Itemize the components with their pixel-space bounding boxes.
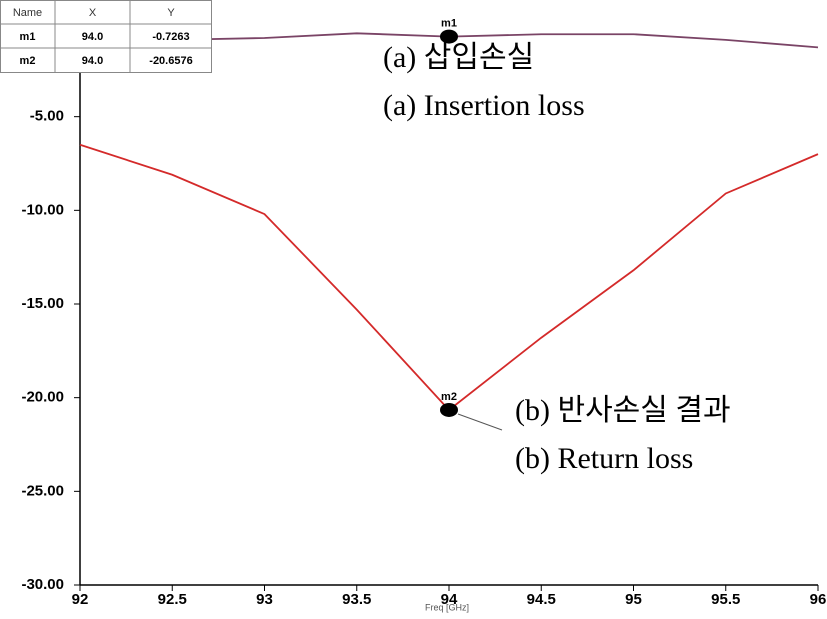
- annotation: (b) 반사손실 결과: [515, 394, 731, 427]
- x-tick-label: 96: [810, 591, 827, 608]
- annotation: (a) 삽입손실: [383, 41, 534, 74]
- table-cell: -20.6576: [149, 55, 192, 67]
- table-cell: 94.0: [82, 55, 103, 67]
- marker: [440, 402, 458, 417]
- table-cell: m1: [20, 31, 36, 43]
- annotation-pointer: [457, 413, 503, 431]
- y-tick-label: -30.00: [21, 576, 64, 593]
- x-tick-label: 92: [72, 591, 89, 608]
- x-tick-label: 95: [625, 591, 642, 608]
- x-tick-label: 93: [256, 591, 273, 608]
- x-tick-label: 95.5: [711, 591, 740, 608]
- table-cell: -0.7263: [152, 31, 189, 43]
- table-cell: Y: [167, 7, 175, 19]
- table-cell: m2: [20, 55, 36, 67]
- x-tick-label: 92.5: [158, 591, 187, 608]
- marker-label: m2: [441, 391, 457, 403]
- marker: [440, 29, 458, 44]
- x-tick-label: 94.5: [527, 591, 556, 608]
- y-tick-label: -10.00: [21, 201, 64, 218]
- y-tick-label: -5.00: [30, 108, 64, 125]
- y-tick-label: -25.00: [21, 482, 64, 499]
- table-cell: X: [89, 7, 97, 19]
- marker-label: m1: [441, 18, 457, 30]
- table-cell: 94.0: [82, 31, 103, 43]
- x-axis-label: Freq [GHz]: [425, 602, 469, 612]
- table-bg: [0, 0, 212, 73]
- series-line: [79, 143, 819, 412]
- annotation: (a) Insertion loss: [383, 89, 585, 122]
- x-tick-label: 94: [441, 591, 458, 608]
- y-tick-label: -15.00: [21, 295, 64, 312]
- y-tick-label: -20.00: [21, 389, 64, 406]
- x-tick-label: 93.5: [342, 591, 371, 608]
- table-cell: Name: [13, 7, 42, 19]
- annotation: (b) Return loss: [515, 442, 693, 475]
